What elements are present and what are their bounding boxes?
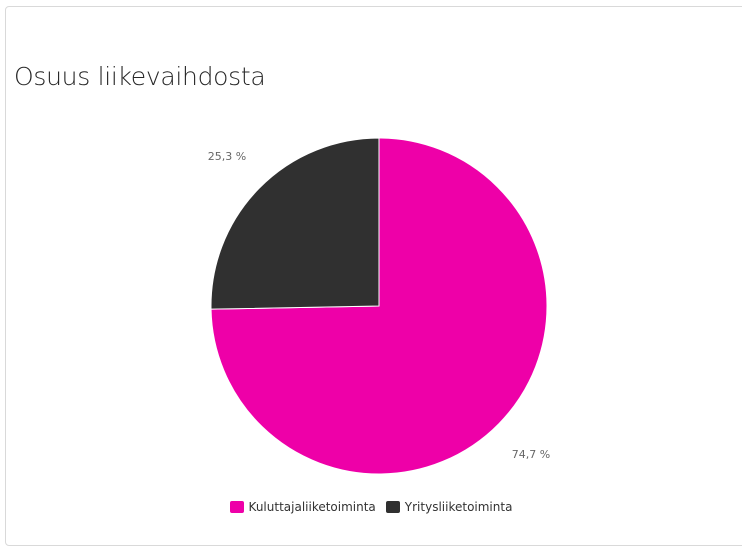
legend-swatch bbox=[229, 501, 244, 513]
legend-item-yritysliiketoiminta[interactable]: Yritysliiketoiminta bbox=[385, 500, 513, 514]
legend-item-kuluttajaliiketoiminta[interactable]: Kuluttajaliiketoiminta bbox=[229, 500, 376, 514]
slice-data-label: 74,7 % bbox=[512, 448, 550, 461]
pie-slice-yritysliiketoiminta[interactable] bbox=[210, 137, 380, 310]
pie-labels: 74,7 % 25,3 % bbox=[208, 150, 551, 461]
slice-data-label: 25,3 % bbox=[208, 150, 246, 163]
legend-label: Yritysliiketoiminta bbox=[404, 500, 513, 514]
legend-label: Kuluttajaliiketoiminta bbox=[248, 500, 376, 514]
legend-swatch bbox=[385, 501, 400, 513]
chart-title: Osuus liikevaihdosta bbox=[14, 62, 266, 91]
legend: Kuluttajaliiketoiminta Yritysliiketoimin… bbox=[0, 500, 742, 514]
pie-slices bbox=[210, 137, 548, 475]
